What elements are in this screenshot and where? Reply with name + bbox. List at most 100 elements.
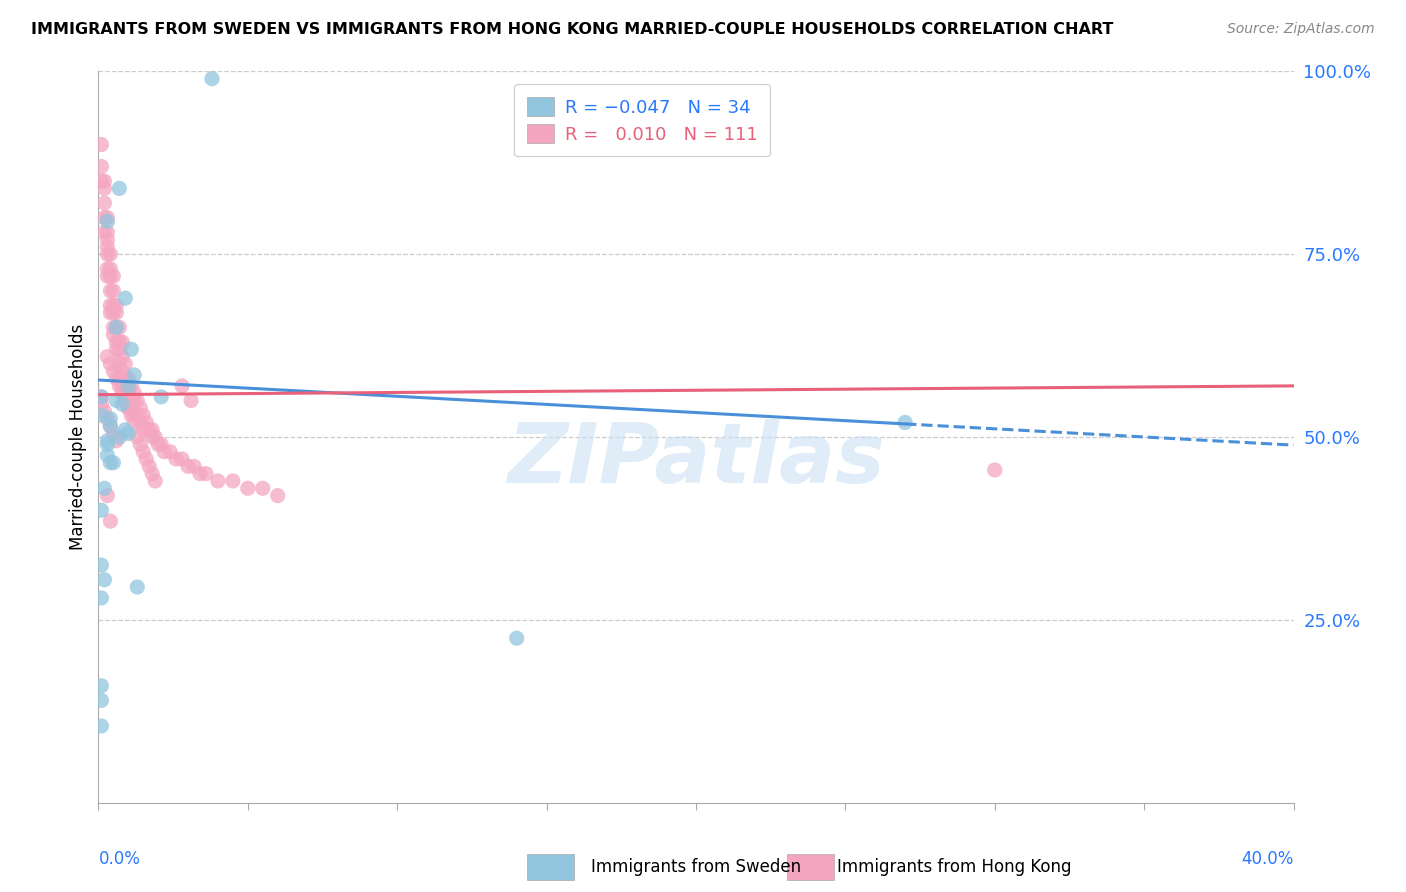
Point <box>93 573 115 587</box>
Point <box>141 423 163 437</box>
Point <box>103 456 125 470</box>
Point <box>96 261 118 276</box>
Point <box>114 379 136 393</box>
Point <box>111 334 134 349</box>
Point <box>103 320 125 334</box>
Point <box>984 463 1007 477</box>
Point <box>195 467 218 481</box>
Point <box>236 481 259 495</box>
Point <box>98 419 122 434</box>
Point <box>108 430 131 444</box>
Point <box>105 371 128 385</box>
Point <box>96 412 118 426</box>
Point <box>180 393 202 408</box>
Point <box>117 401 139 415</box>
Point <box>108 343 131 357</box>
Point <box>90 390 112 404</box>
Point <box>143 474 166 488</box>
Text: 40.0%: 40.0% <box>1241 850 1294 868</box>
Point <box>120 379 142 393</box>
Point <box>105 320 128 334</box>
Point <box>105 298 128 312</box>
Point <box>159 444 181 458</box>
Point <box>98 306 122 320</box>
Text: IMMIGRANTS FROM SWEDEN VS IMMIGRANTS FROM HONG KONG MARRIED-COUPLE HOUSEHOLDS CO: IMMIGRANTS FROM SWEDEN VS IMMIGRANTS FRO… <box>31 22 1114 37</box>
Text: Immigrants from Sweden: Immigrants from Sweden <box>591 858 800 876</box>
Point <box>222 474 245 488</box>
Point <box>98 247 122 261</box>
Point <box>111 397 134 411</box>
Point <box>172 379 194 393</box>
Point <box>141 430 163 444</box>
Point <box>96 247 118 261</box>
Point <box>120 343 142 357</box>
Point <box>188 467 211 481</box>
Point <box>120 408 142 422</box>
Point <box>96 225 118 239</box>
Point <box>143 430 166 444</box>
Point <box>132 423 155 437</box>
Point <box>108 357 131 371</box>
Point <box>96 240 118 254</box>
Text: Immigrants from Hong Kong: Immigrants from Hong Kong <box>837 858 1071 876</box>
Point <box>117 386 139 401</box>
Point <box>117 426 139 441</box>
Point <box>114 393 136 408</box>
Point <box>135 416 157 430</box>
Point <box>90 137 112 152</box>
Point <box>114 291 136 305</box>
Point <box>172 452 194 467</box>
Point <box>111 364 134 378</box>
Point <box>135 452 157 467</box>
Point <box>111 379 134 393</box>
Point <box>506 632 529 646</box>
Point <box>108 379 131 393</box>
Point <box>96 350 118 364</box>
Point <box>153 444 176 458</box>
Point <box>138 459 160 474</box>
Point <box>105 393 128 408</box>
Point <box>90 503 112 517</box>
Y-axis label: Married-couple Households: Married-couple Households <box>69 324 87 550</box>
Point <box>127 408 149 422</box>
Point <box>93 481 115 495</box>
Point <box>96 437 118 451</box>
Point <box>96 434 118 448</box>
Point <box>105 320 128 334</box>
Point <box>127 580 149 594</box>
Point <box>103 306 125 320</box>
Point <box>105 306 128 320</box>
Point <box>894 416 917 430</box>
Point <box>117 379 139 393</box>
Point <box>96 489 118 503</box>
Point <box>252 481 274 495</box>
Point <box>96 448 118 462</box>
Point <box>90 558 112 573</box>
Point <box>90 679 112 693</box>
Point <box>150 437 173 451</box>
Point <box>114 371 136 385</box>
Point <box>98 284 122 298</box>
Point <box>148 437 170 451</box>
Point <box>132 408 155 422</box>
Point <box>98 456 122 470</box>
Point <box>90 160 112 174</box>
Point <box>141 467 163 481</box>
Point <box>127 430 149 444</box>
Point <box>117 371 139 385</box>
Point <box>183 459 205 474</box>
Legend: R = −0.047   N = 34, R =   0.010   N = 111: R = −0.047 N = 34, R = 0.010 N = 111 <box>515 84 770 156</box>
Point <box>114 357 136 371</box>
Point <box>98 298 122 312</box>
Point <box>165 452 187 467</box>
Point <box>93 196 115 211</box>
Point <box>132 444 155 458</box>
Point <box>105 334 128 349</box>
Point <box>90 693 112 707</box>
Point <box>129 401 152 415</box>
Point <box>98 261 122 276</box>
Point <box>98 419 122 434</box>
Point <box>150 390 173 404</box>
Point <box>93 211 115 225</box>
Point <box>111 386 134 401</box>
